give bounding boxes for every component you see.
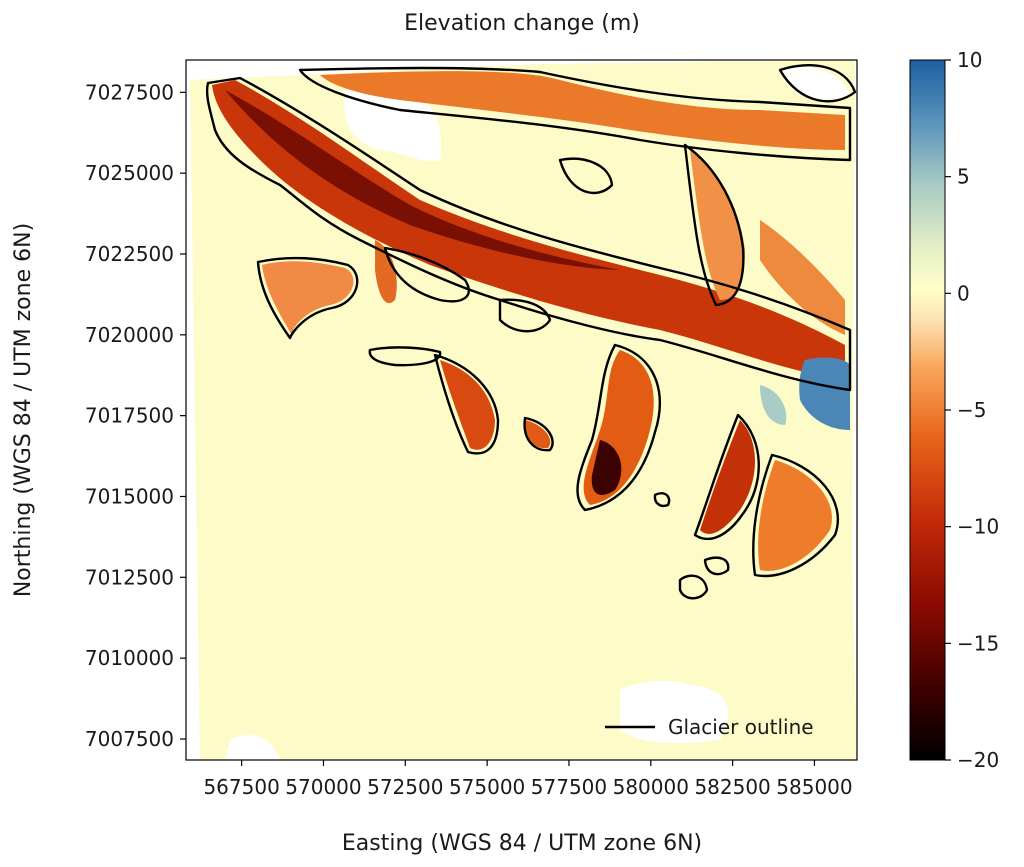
y-tick-label: 7012500 bbox=[85, 565, 174, 589]
chart-title: Elevation change (m) bbox=[404, 11, 640, 36]
glacier-small bbox=[262, 261, 354, 335]
dem-footprint bbox=[190, 60, 857, 760]
x-tick-label: 575000 bbox=[449, 775, 525, 799]
glacier-outline bbox=[256, 256, 359, 340]
y-tick-label: 7010000 bbox=[85, 646, 174, 670]
glacier-tributary bbox=[690, 150, 745, 300]
glacier-outline bbox=[205, 76, 852, 392]
colorbar-tick-label: 10 bbox=[957, 48, 982, 72]
glacier-outline bbox=[653, 492, 671, 508]
y-tick-label: 7015000 bbox=[85, 484, 174, 508]
glacier-outline bbox=[778, 64, 857, 103]
glacier-outline bbox=[523, 416, 554, 452]
glacier-outline bbox=[693, 413, 760, 541]
colorbar-tick-label: 0 bbox=[957, 281, 970, 305]
colorbar-gradient bbox=[909, 59, 946, 761]
elevation-gain-patch bbox=[799, 357, 850, 430]
elevation-gain-patch bbox=[760, 385, 787, 425]
colorbar-ticks: −20 −15 −10 −5 0 5 10 bbox=[945, 48, 999, 772]
glacier-outline bbox=[752, 453, 840, 578]
x-axis-label: Easting (WGS 84 / UTM zone 6N) bbox=[342, 831, 702, 856]
glacier-tongue bbox=[758, 460, 832, 571]
y-tick-label: 7022500 bbox=[85, 242, 174, 266]
y-tick-label: 7020000 bbox=[85, 323, 174, 347]
glacier-tongue-terminus bbox=[591, 440, 622, 495]
x-tick-label: 570000 bbox=[285, 775, 361, 799]
glacier-outline bbox=[298, 66, 852, 162]
colorbar-tick-label: −20 bbox=[957, 748, 999, 772]
y-tick-label: 7007500 bbox=[85, 727, 174, 751]
glacier-outline bbox=[576, 343, 662, 512]
x-tick-label: 572500 bbox=[367, 775, 443, 799]
glacier-outline bbox=[703, 556, 730, 576]
glacier-outline bbox=[433, 353, 500, 455]
glacier-small bbox=[525, 420, 551, 449]
glacier-outline bbox=[368, 346, 442, 367]
x-tick-label: 585000 bbox=[776, 775, 852, 799]
colorbar: −20 −15 −10 −5 0 5 10 bbox=[909, 48, 999, 772]
x-tick-label: 577500 bbox=[531, 775, 607, 799]
glacier-outline bbox=[498, 298, 552, 333]
glacier-tongue bbox=[700, 420, 755, 534]
colorbar-tick-label: −10 bbox=[957, 515, 999, 539]
x-tick-label: 582500 bbox=[694, 775, 770, 799]
legend: Glacier outline bbox=[605, 715, 814, 739]
glacier-tongue bbox=[440, 360, 495, 450]
y-axis: 7007500 7010000 7012500 7015000 7017500 70200… bbox=[85, 80, 186, 751]
x-tick-label: 567500 bbox=[203, 775, 279, 799]
colorbar-tick-label: −15 bbox=[957, 631, 999, 655]
glacier-tributary bbox=[760, 220, 845, 335]
x-axis: 567500 570000 572500 575000 577500 580000 5825… bbox=[203, 760, 853, 799]
glacier-outline bbox=[383, 246, 471, 303]
y-axis-label: Northing (WGS 84 / UTM zone 6N) bbox=[11, 223, 36, 597]
colorbar-tick-label: 5 bbox=[957, 165, 970, 189]
glacier-thinning-north bbox=[320, 71, 845, 150]
colorbar-tick-label: −5 bbox=[957, 398, 986, 422]
glacier-small bbox=[375, 240, 397, 304]
y-tick-label: 7027500 bbox=[85, 80, 174, 104]
glacier-thinning-main bbox=[212, 80, 845, 380]
plot-frame bbox=[185, 59, 858, 761]
y-tick-label: 7017500 bbox=[85, 404, 174, 428]
glacier-outlines bbox=[205, 64, 857, 600]
plot-area: Glacier outline bbox=[185, 59, 858, 761]
x-tick-label: 580000 bbox=[613, 775, 689, 799]
legend-label-glacier-outline: Glacier outline bbox=[668, 715, 814, 739]
y-tick-label: 7025000 bbox=[85, 161, 174, 185]
glacier-outline bbox=[678, 574, 709, 600]
glacier-outline bbox=[683, 143, 745, 307]
nodata-patch bbox=[225, 735, 280, 760]
glacier-outline bbox=[558, 157, 614, 195]
elevation-map bbox=[190, 60, 857, 760]
